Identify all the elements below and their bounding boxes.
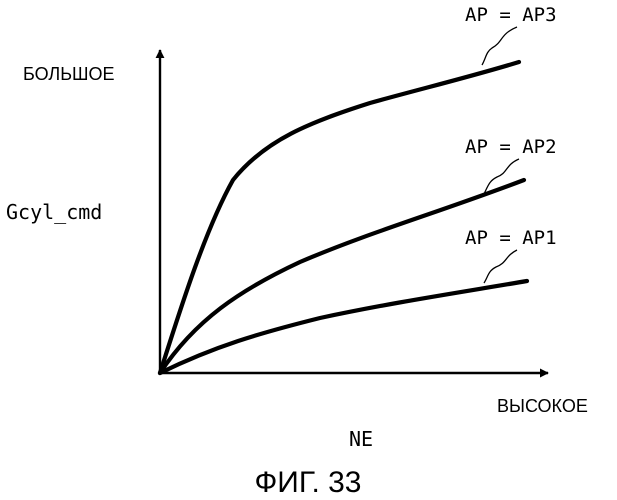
series-line-ap2 (160, 180, 524, 373)
figure-caption: ФИГ. 33 (255, 466, 362, 499)
leader-ap3 (482, 27, 517, 65)
x-axis-label: NE (349, 427, 373, 451)
y-axis-marker: БОЛЬШОЕ (23, 64, 115, 84)
y-axis-label: Gcyl_cmd (6, 200, 102, 224)
leader-ap1 (484, 250, 517, 283)
series-label-ap1: AP = AP1 (465, 227, 557, 249)
series-line-ap3 (160, 62, 519, 373)
series-line-ap1 (160, 281, 527, 373)
x-axis-marker: ВЫСОКОЕ (497, 396, 588, 416)
series-label-ap3: AP = AP3 (465, 4, 557, 26)
series-label-ap2: AP = AP2 (465, 136, 557, 158)
